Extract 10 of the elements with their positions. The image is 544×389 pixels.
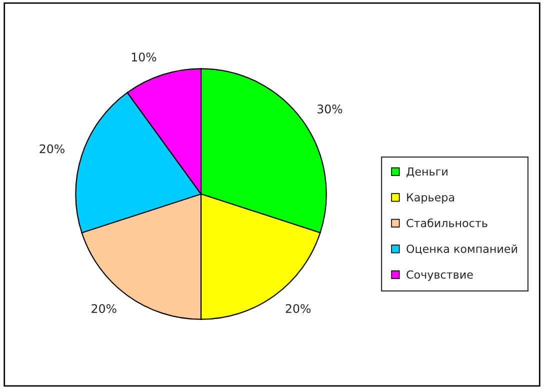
legend-label: Стабильность xyxy=(406,218,488,228)
data-label: 20% xyxy=(286,304,311,314)
legend-label: Сочувствие xyxy=(406,270,473,281)
legend-label: Карьера xyxy=(407,193,454,204)
data-label: 20% xyxy=(92,304,116,314)
legend-label: Деньги xyxy=(406,167,448,178)
data-label: 10% xyxy=(132,52,156,62)
legend-label: Оценка компанией xyxy=(406,244,517,254)
data-label: 20% xyxy=(40,144,64,154)
data-label: 30% xyxy=(317,104,342,114)
